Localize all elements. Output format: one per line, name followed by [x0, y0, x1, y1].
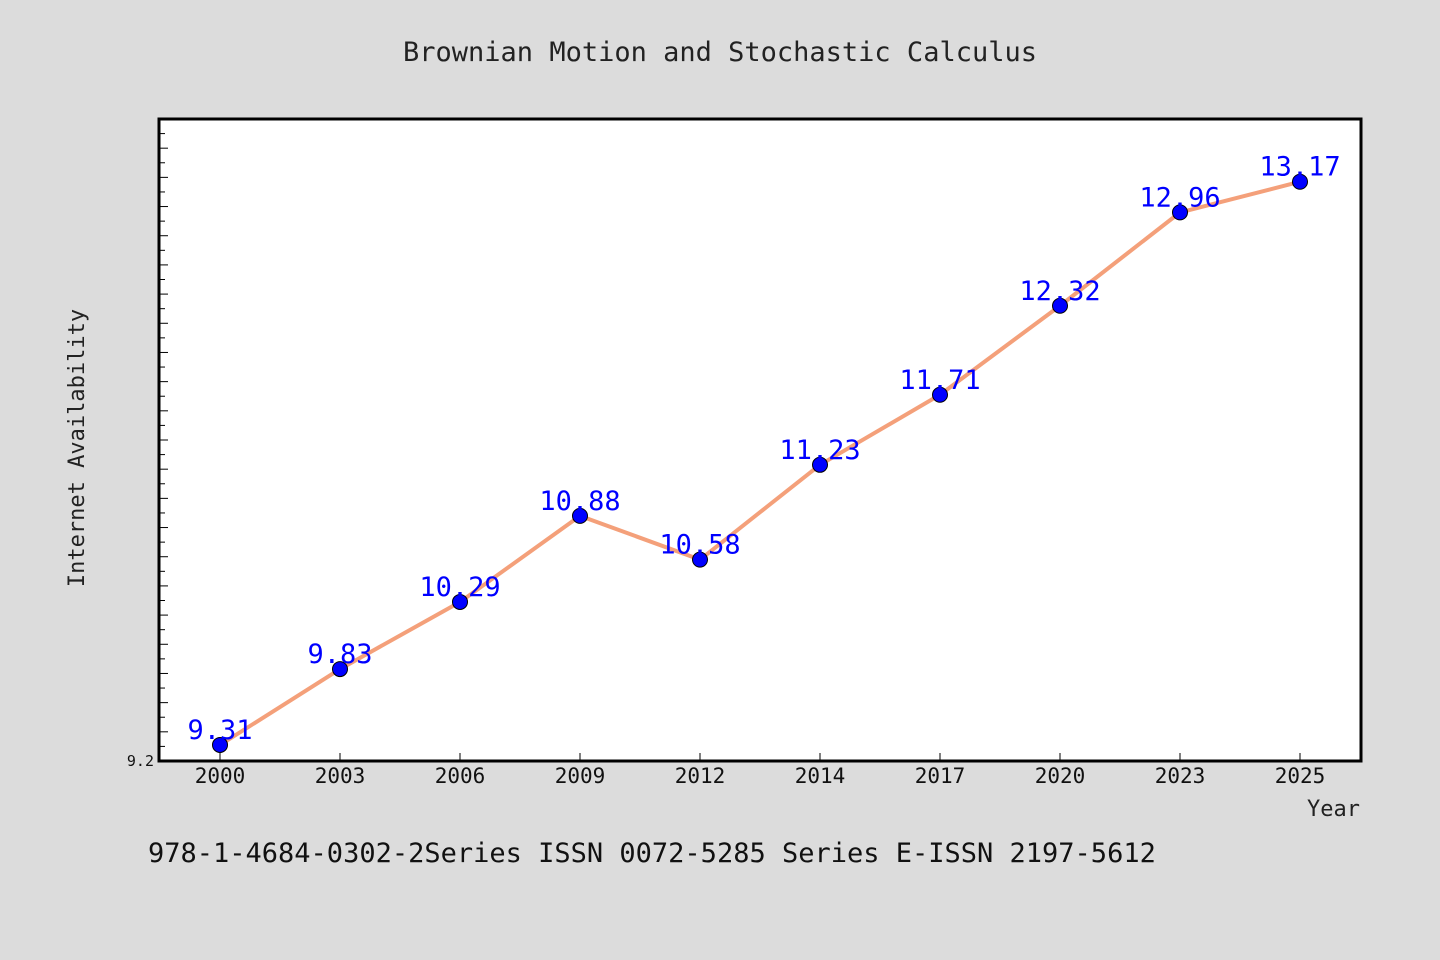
footer-text: 978-1-4684-0302-2Series ISSN 0072-5285 S…	[148, 838, 1156, 869]
x-axis-label: Year	[1307, 797, 1360, 822]
data-label: 12.96	[1139, 182, 1220, 213]
data-labels: 9.31 9.83 10.29 10.88 10.58 11.23 11.71 12.32 12…	[187, 152, 1340, 746]
x-tick-label: 2020	[1035, 764, 1086, 788]
x-tick-label: 2014	[795, 764, 846, 788]
data-point	[452, 593, 468, 610]
series-markers	[212, 173, 1308, 753]
data-point	[332, 661, 348, 678]
chart-title: Brownian Motion and Stochastic Calculus	[403, 37, 1037, 68]
y-axis-label: Internet Availability	[65, 309, 90, 587]
y-tick-label: 9.2	[127, 752, 154, 770]
data-label: 10.29	[419, 572, 500, 603]
data-point	[1172, 204, 1188, 221]
data-label: 12.32	[1019, 276, 1100, 307]
x-tick-label: 2009	[555, 764, 606, 788]
x-tick-label: 2017	[915, 764, 966, 788]
x-tick-label: 2023	[1155, 764, 1206, 788]
series-line	[218, 179, 1301, 747]
data-point	[692, 551, 708, 568]
x-axis-ticks: 2000 2003 2006 2009 2012 2014 2017 2020 2023 2025	[195, 753, 1326, 788]
y-axis-ticks: 9.2	[127, 133, 168, 770]
data-label: 13.17	[1259, 152, 1340, 183]
data-point	[812, 456, 828, 473]
x-tick-label: 2012	[675, 764, 726, 788]
x-tick-label: 2000	[195, 764, 246, 788]
data-label: 10.88	[539, 486, 620, 517]
data-point	[1292, 173, 1308, 190]
data-label: 9.31	[187, 715, 252, 746]
data-label: 11.23	[779, 435, 860, 466]
data-point	[932, 386, 948, 403]
data-label: 11.71	[899, 365, 980, 396]
data-point	[1052, 297, 1068, 314]
data-point	[212, 736, 228, 753]
data-label: 9.83	[307, 639, 372, 670]
x-tick-label: 2003	[315, 764, 366, 788]
x-tick-label: 2006	[435, 764, 486, 788]
x-tick-label: 2025	[1275, 764, 1326, 788]
data-label: 10.58	[659, 530, 740, 561]
data-point	[572, 507, 588, 524]
